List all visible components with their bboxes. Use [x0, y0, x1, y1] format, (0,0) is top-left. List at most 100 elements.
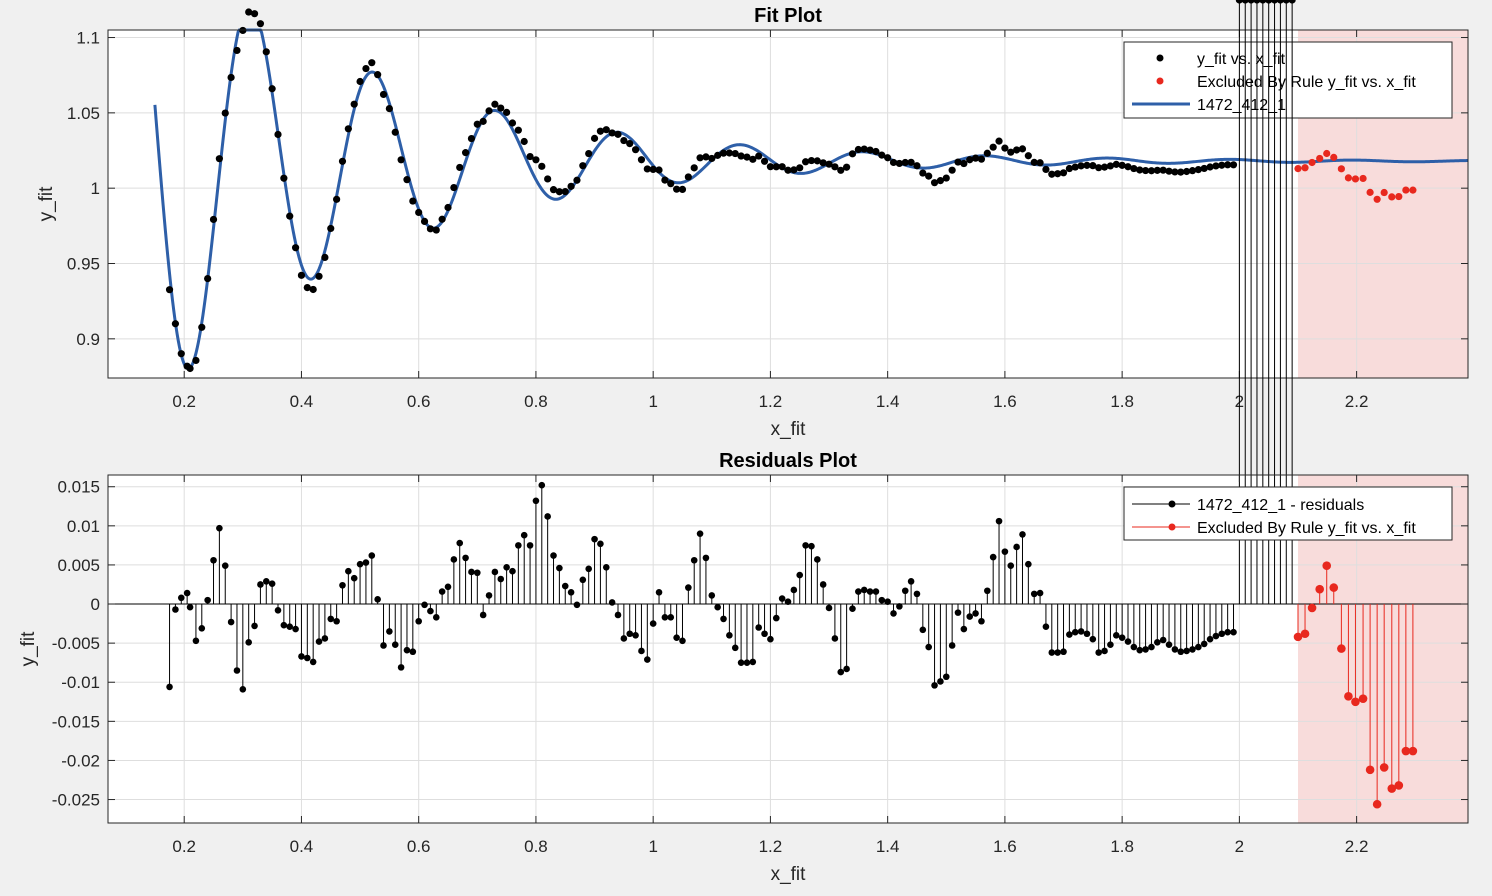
residual-point	[591, 535, 598, 543]
residual-point	[1060, 648, 1067, 656]
data-point	[737, 152, 745, 160]
residual-point	[984, 587, 991, 595]
residual-point	[210, 556, 217, 564]
y-tick-label: -0.01	[61, 673, 100, 692]
residual-point	[503, 563, 510, 571]
data-point	[1030, 158, 1038, 166]
residual-point	[216, 524, 223, 532]
residual-point	[655, 589, 663, 596]
data-point	[796, 164, 804, 172]
data-point	[1159, 166, 1167, 174]
data-point	[895, 159, 903, 168]
data-point	[333, 195, 341, 203]
data-point	[930, 179, 939, 187]
residual-point	[172, 606, 179, 613]
excluded-point	[1337, 165, 1345, 173]
data-point	[1018, 145, 1027, 153]
data-point	[1112, 160, 1120, 168]
residual-point	[474, 569, 481, 577]
data-point	[1054, 170, 1062, 178]
data-point	[526, 152, 534, 161]
legend-label-data: y_fit vs. x_fit	[1197, 51, 1286, 68]
residual-point	[1083, 630, 1091, 638]
data-point	[177, 350, 185, 358]
data-point	[1083, 161, 1091, 169]
data-point	[989, 143, 997, 151]
data-point	[379, 90, 388, 99]
excluded-residual-point	[1344, 692, 1353, 701]
data-point	[590, 134, 599, 142]
residual-point	[315, 638, 323, 645]
data-point	[321, 253, 329, 262]
data-point	[673, 185, 681, 193]
data-point	[620, 136, 628, 145]
residual-point	[1112, 632, 1120, 639]
residual-point	[960, 625, 968, 633]
residual-point	[198, 624, 206, 632]
data-point	[1141, 166, 1150, 175]
legend-marker-excluded	[1156, 77, 1164, 85]
residual-point	[638, 647, 645, 655]
residual-point	[1200, 640, 1208, 648]
residual-point	[345, 567, 352, 575]
fit-y-label: y_fit	[36, 186, 57, 222]
residual-point	[978, 617, 985, 625]
residual-point	[690, 556, 698, 564]
data-point	[913, 162, 921, 170]
data-point	[731, 149, 739, 158]
data-point	[1153, 166, 1161, 174]
residual-point	[183, 589, 191, 597]
fit-plot-border	[107, 29, 1469, 379]
residual-point	[720, 615, 727, 623]
data-point	[725, 149, 733, 157]
legend-marker-data	[1156, 54, 1164, 62]
residual-point	[304, 654, 311, 662]
data-point	[309, 285, 317, 294]
fit-grid	[108, 30, 1468, 378]
residual-point	[661, 614, 669, 621]
fit-x-label: x_fit	[771, 419, 807, 440]
data-point	[626, 140, 634, 148]
data-point	[485, 107, 493, 115]
data-point	[432, 226, 440, 234]
data-point	[327, 224, 335, 233]
residual-point	[1154, 639, 1161, 646]
residual-point	[1019, 531, 1026, 538]
residual-point	[286, 623, 294, 631]
residual-point	[538, 481, 546, 489]
data-point	[1171, 168, 1179, 176]
residual-point	[1236, 0, 1243, 4]
residual-point	[1025, 560, 1032, 568]
residual-point	[561, 582, 569, 590]
residual-point	[362, 559, 370, 566]
data-point	[221, 109, 229, 117]
residual-point	[1107, 641, 1114, 648]
fit-y-ticks: 0.9 0.95 1 1.05 1.1	[67, 29, 1468, 349]
residual-point	[644, 656, 651, 663]
excluded-point	[1316, 154, 1324, 163]
residual-point	[268, 580, 276, 588]
residual-point	[878, 596, 886, 604]
residual-point	[954, 609, 962, 616]
data-point	[1036, 159, 1044, 167]
data-point	[884, 154, 892, 162]
data-point	[1177, 168, 1185, 176]
data-point	[450, 183, 458, 192]
residual-point	[280, 621, 288, 629]
y-tick-label: 1.05	[67, 104, 100, 123]
data-point	[719, 149, 728, 157]
residual-point	[708, 592, 716, 599]
data-point	[825, 160, 833, 168]
data-point	[837, 166, 845, 174]
fit-curve	[153, 28, 1469, 371]
excluded-point	[1366, 188, 1374, 196]
data-point	[678, 185, 687, 193]
data-point	[755, 152, 763, 160]
data-point	[561, 187, 569, 196]
fit-data-points	[165, 0, 1296, 373]
data-point	[843, 163, 851, 171]
data-point	[1065, 164, 1073, 173]
residual-point	[1224, 628, 1231, 636]
excluded-residual-point	[1329, 583, 1339, 592]
